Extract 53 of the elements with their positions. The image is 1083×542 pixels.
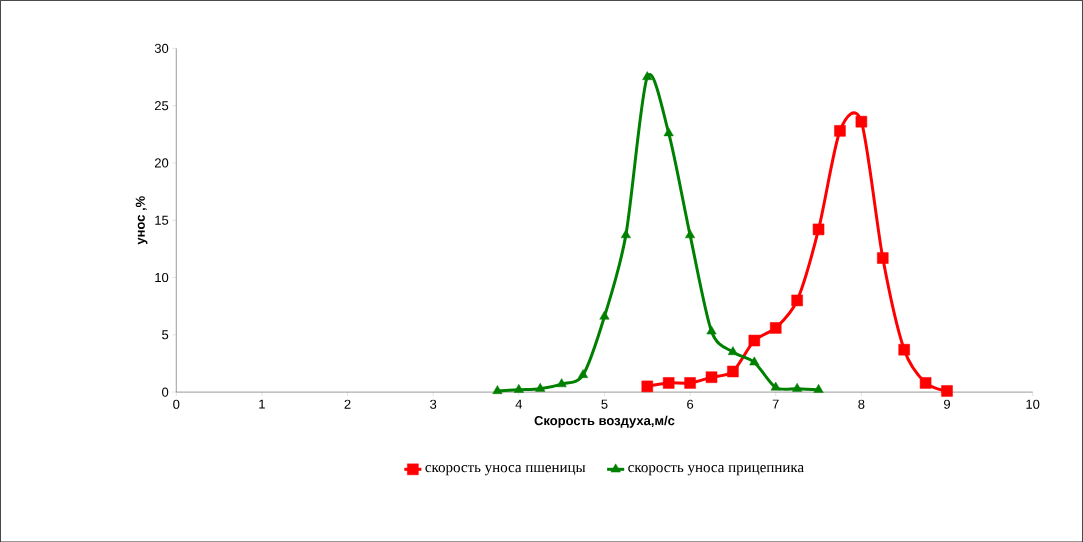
point bbox=[791, 294, 803, 306]
point bbox=[727, 346, 738, 355]
x-tick-label: 9 bbox=[944, 399, 951, 409]
x-tick-label: 8 bbox=[858, 399, 865, 409]
legend-label: скорость уноса прицепника bbox=[628, 464, 804, 476]
point bbox=[641, 380, 654, 392]
x-tick-label: 1 bbox=[259, 399, 265, 409]
point bbox=[749, 356, 760, 366]
x-tick-label: 2 bbox=[344, 399, 351, 409]
point bbox=[727, 365, 739, 378]
point bbox=[919, 377, 932, 389]
y-tick-label: 20 bbox=[154, 158, 169, 168]
y-tick-label: 10 bbox=[155, 272, 169, 282]
legend-label: скорость уноса пшеницы bbox=[425, 464, 586, 476]
point bbox=[684, 377, 696, 389]
x-tick-label: 3 bbox=[430, 399, 437, 409]
y-tick-label: 0 bbox=[162, 387, 169, 397]
x-tick-label: 0 bbox=[173, 399, 180, 409]
point bbox=[898, 343, 910, 356]
point bbox=[813, 383, 824, 393]
y-tick-label: 30 bbox=[154, 43, 169, 53]
x-tick-label: 5 bbox=[601, 399, 608, 409]
x-axis-title: Скорость воздуха,м/с bbox=[534, 415, 675, 428]
y-tick-label: 25 bbox=[154, 100, 169, 111]
point bbox=[535, 382, 546, 392]
point bbox=[620, 229, 631, 238]
x-tick-label: 6 bbox=[687, 399, 694, 409]
y-tick-label: 5 bbox=[162, 330, 169, 340]
point bbox=[662, 377, 675, 389]
point bbox=[663, 127, 674, 136]
point bbox=[705, 371, 718, 383]
point bbox=[706, 325, 717, 335]
point bbox=[855, 115, 868, 128]
x-tick-label: 10 bbox=[1026, 399, 1040, 409]
point bbox=[792, 382, 803, 392]
x-tick-label: 7 bbox=[772, 399, 779, 409]
point bbox=[513, 383, 524, 393]
point bbox=[812, 223, 825, 235]
point bbox=[877, 252, 889, 264]
point bbox=[642, 71, 653, 80]
point bbox=[941, 385, 953, 397]
point bbox=[599, 310, 610, 320]
point bbox=[492, 385, 503, 394]
point bbox=[685, 229, 696, 238]
point bbox=[556, 378, 567, 387]
point bbox=[748, 334, 761, 347]
x-tick-label: 4 bbox=[515, 399, 523, 409]
point bbox=[834, 124, 846, 137]
point bbox=[770, 381, 781, 391]
y-tick-label: 15 bbox=[155, 215, 169, 225]
y-axis-title: унос ,% bbox=[135, 195, 148, 245]
point bbox=[578, 368, 589, 378]
point bbox=[769, 322, 782, 334]
